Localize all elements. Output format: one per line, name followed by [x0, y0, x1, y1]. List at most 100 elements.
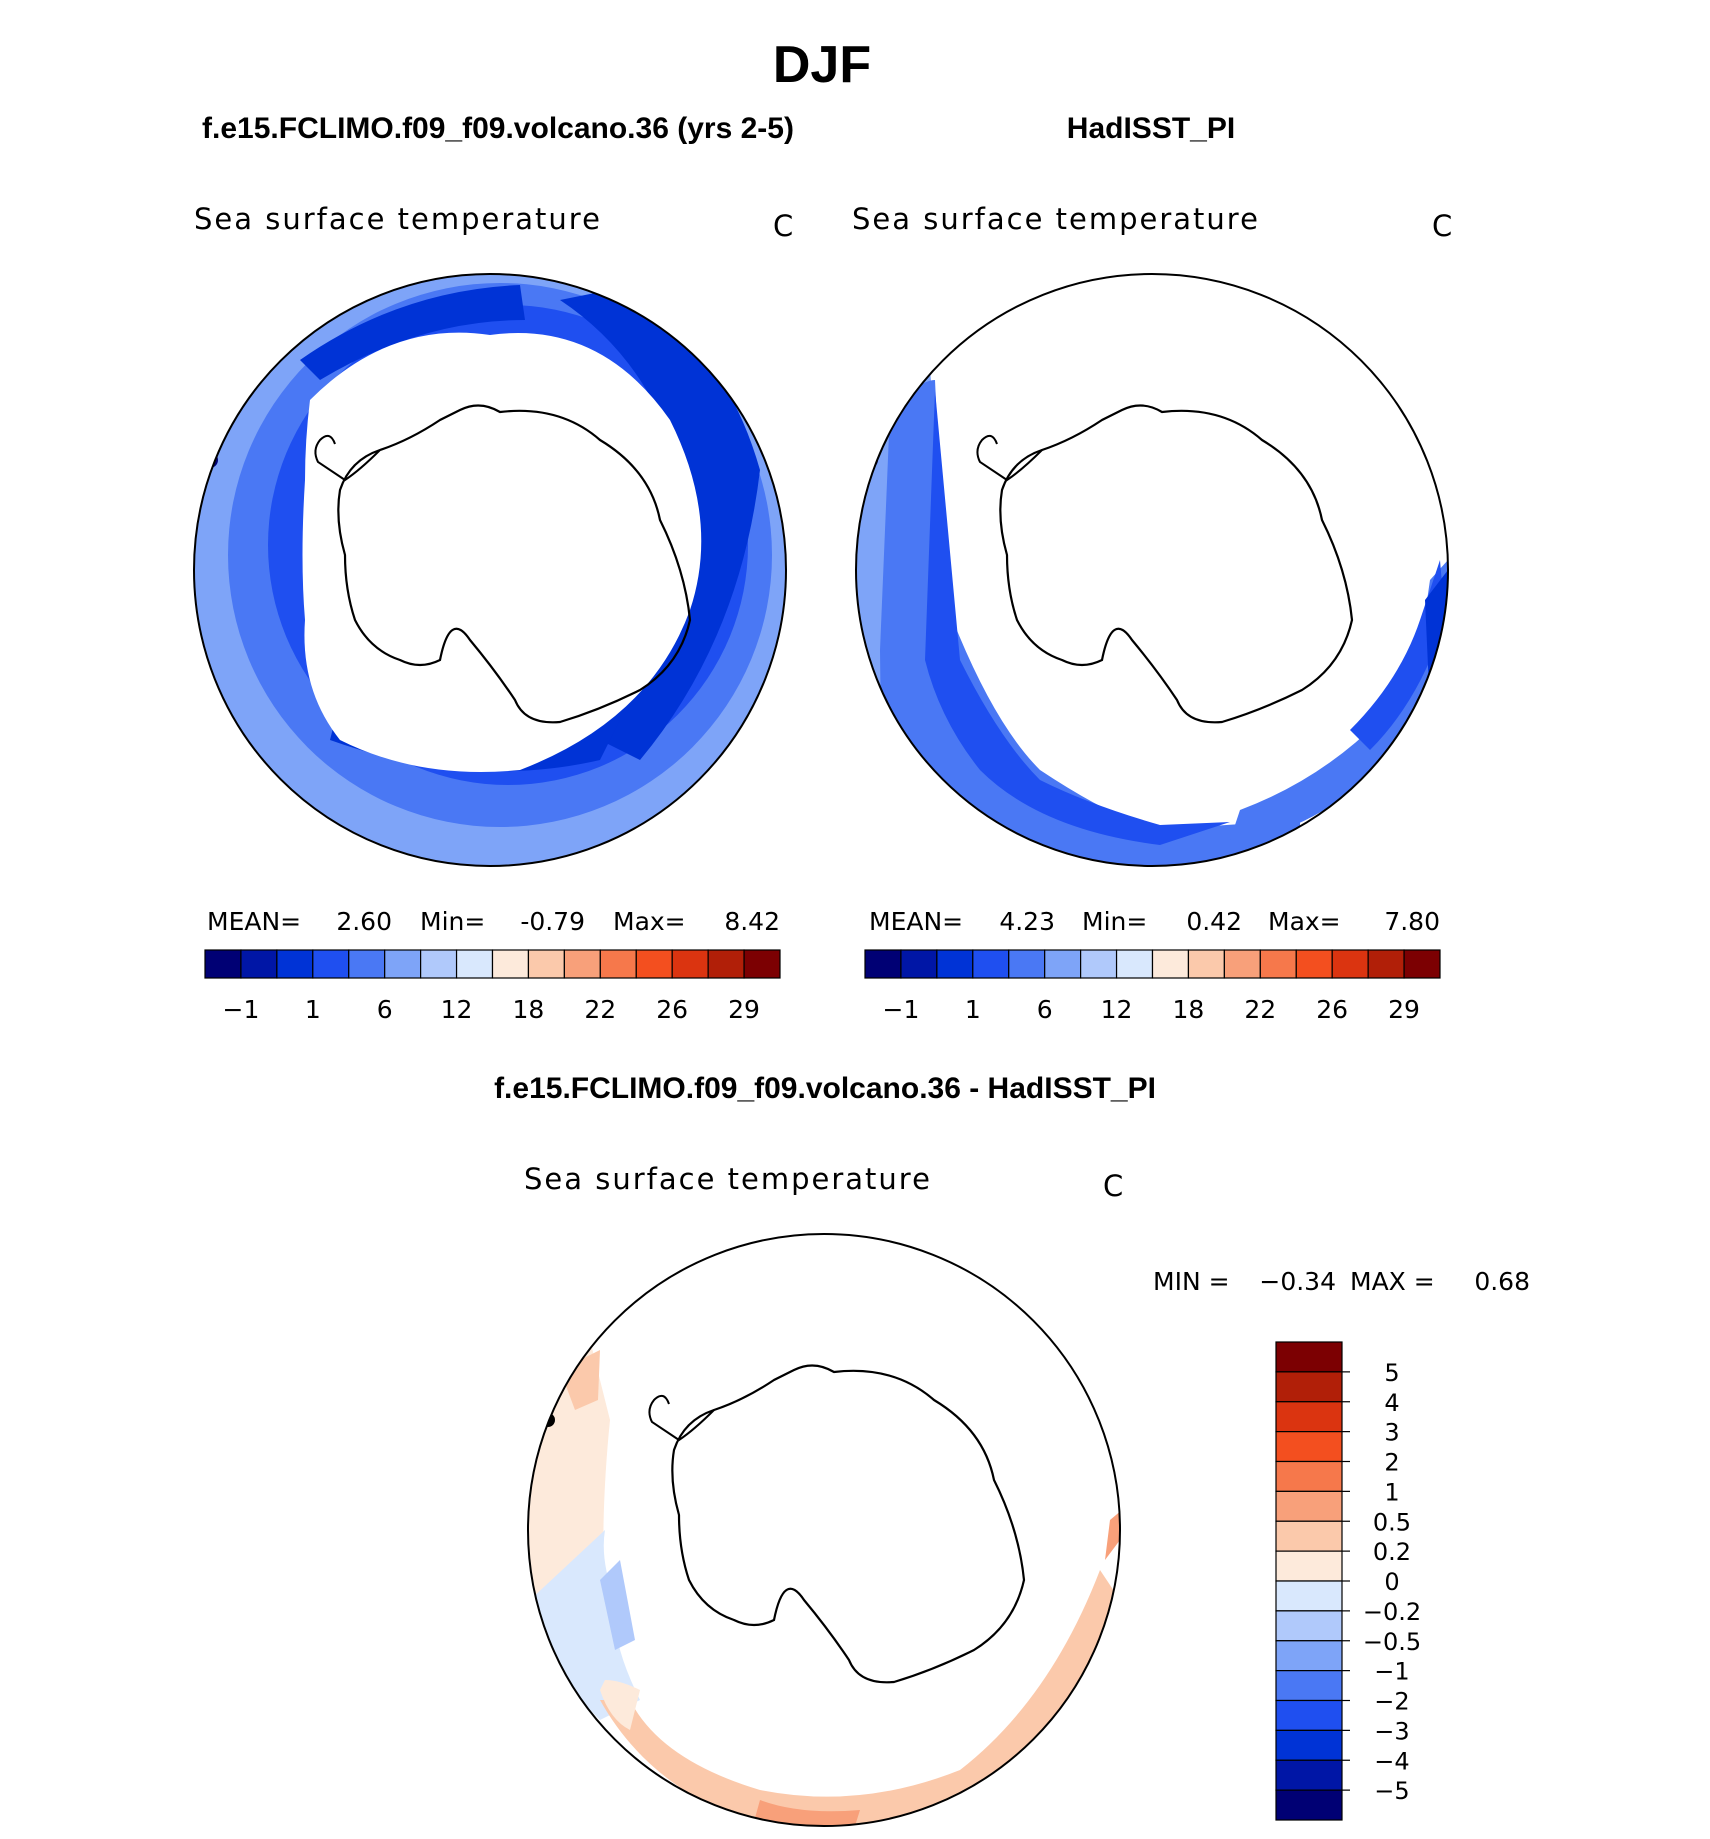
panel-obs-stats: MEAN= 4.23 Min= 0.42 Max= 7.80: [869, 907, 1440, 936]
panel-obs-max-value: 7.80: [1384, 907, 1440, 936]
panel-diff-colorbar-tick-label: −3: [1374, 1717, 1409, 1745]
panel-diff: f.e15.FCLIMO.f09_f09.volcano.36 - HadISS…: [494, 1072, 1530, 1827]
panel-model-colorbar-swatch: [671, 949, 709, 979]
panel-model-colorbar-swatch: [707, 949, 745, 979]
panel-model-stats: MEAN= 2.60 Min= -0.79 Max= 8.42: [207, 907, 780, 936]
panel-diff-map: [527, 1233, 1121, 1827]
panel-obs-colorbar-swatch: [1187, 949, 1225, 979]
panel-diff-colorbar-tick-label: 0.5: [1373, 1508, 1411, 1536]
panel-obs-colorbar-tick-label: 26: [1316, 995, 1348, 1024]
panel-model-colorbar-swatch: [455, 949, 494, 979]
panel-obs-colorbar-tick-label: 18: [1173, 995, 1205, 1024]
panel-diff-colorbar-tick-label: 3: [1384, 1419, 1399, 1447]
panel-obs-colorbar-tick-label: 29: [1388, 995, 1420, 1024]
panel-obs: HadISST_PI Sea surface temperature C MEA…: [852, 112, 1452, 1024]
panel-obs-colorbar-swatch: [900, 949, 938, 979]
panel-diff-colorbar-tick-label: 0.2: [1373, 1538, 1411, 1566]
panel-obs-colorbar-swatch: [1044, 949, 1082, 979]
panel-model-colorbar-swatch: [635, 949, 673, 979]
panel-obs-colorbar-swatch: [1008, 949, 1046, 979]
diff-east-strong: [1105, 1510, 1120, 1560]
panel-model-variable: Sea surface temperature: [194, 202, 602, 236]
panel-obs-mean-value: 4.23: [999, 907, 1055, 936]
antarctic-peninsula-obs: [976, 434, 1043, 482]
panel-diff-colorbar-swatch: [1275, 1490, 1343, 1522]
antarctic-peninsula-model: [314, 434, 381, 482]
panel-model-mean-label: MEAN=: [207, 907, 301, 936]
panel-diff-colorbar-tick-label: 5: [1384, 1359, 1399, 1387]
diff-south-light: [600, 1680, 640, 1730]
panel-diff-colorbar-swatch: [1275, 1729, 1343, 1761]
panel-obs-colorbar-tick-label: 12: [1101, 995, 1133, 1024]
panel-obs-units: C: [1432, 209, 1452, 243]
panel-diff-colorbar-tick-label: 2: [1384, 1449, 1399, 1477]
panel-diff-colorbar-tick-label: 1: [1384, 1478, 1399, 1506]
panel-obs-colorbar-tick-label: 22: [1244, 995, 1276, 1024]
panel-obs-map: [855, 273, 1449, 867]
panel-model-mean-value: 2.60: [336, 907, 392, 936]
panel-model-colorbar-tick-label: 18: [513, 995, 545, 1024]
panel-obs-colorbar-swatch: [1295, 949, 1333, 979]
panel-obs-colorbar-swatch: [1080, 949, 1118, 979]
panel-model-colorbar-swatch: [240, 949, 278, 979]
panel-model-colorbar-tick-label: 22: [584, 995, 616, 1024]
sst-band-east-inner: [1350, 560, 1445, 750]
panel-obs-title: HadISST_PI: [1067, 112, 1235, 145]
panel-obs-colorbar-swatch: [1223, 949, 1261, 979]
panel-obs-mean-label: MEAN=: [869, 907, 963, 936]
panel-model-colorbar-tick-label: 6: [377, 995, 393, 1024]
panel-model-min-label: Min=: [420, 907, 485, 936]
panel-obs-colorbar-swatch: [1367, 949, 1405, 979]
panel-obs-variable: Sea surface temperature: [852, 202, 1260, 236]
panel-obs-colorbar-swatch: [1151, 949, 1190, 979]
diff-west-negative: [530, 1530, 640, 1720]
panel-obs-max-label: Max=: [1268, 907, 1341, 936]
panel-diff-colorbar-swatch: [1275, 1460, 1343, 1492]
panel-diff-colorbar-tick-label: −4: [1374, 1747, 1409, 1775]
panel-diff-colorbar-tick-label: −0.5: [1363, 1628, 1421, 1656]
main-title: DJF: [773, 36, 871, 94]
panel-model-colorbar-swatch: [276, 949, 314, 979]
panel-model-colorbar-tick-label: −1: [223, 995, 260, 1024]
panel-obs-colorbar-swatch: [1115, 949, 1154, 979]
sst-band-cold-east: [560, 290, 760, 760]
panel-diff-colorbar-swatch: [1275, 1759, 1343, 1791]
panel-model: f.e15.FCLIMO.f09_f09.volcano.36 (yrs 2-5…: [193, 112, 794, 1024]
panel-diff-colorbar-swatch: [1275, 1401, 1343, 1433]
sst-band-cold-north: [300, 285, 525, 380]
panel-model-colorbar-tick-label: 12: [441, 995, 473, 1024]
antarctica-coast-model: [337, 404, 692, 724]
panel-diff-colorbar-tick-label: −2: [1374, 1688, 1409, 1716]
diff-south-positive: [600, 1570, 1120, 1826]
panel-diff-colorbar-swatch: [1275, 1341, 1343, 1373]
panel-model-map: [193, 273, 787, 867]
panel-diff-units: C: [1103, 1169, 1123, 1203]
antarctica-coast-obs: [999, 404, 1354, 724]
panel-diff-min-value: −0.34: [1259, 1267, 1336, 1296]
panel-model-colorbar-swatch: [348, 949, 386, 979]
panel-diff-max-label: MAX =: [1350, 1267, 1435, 1296]
panel-diff-colorbar-tick-label: 4: [1384, 1389, 1399, 1417]
panel-model-min-value: -0.79: [520, 907, 585, 936]
panel-diff-max-value: 0.68: [1474, 1267, 1530, 1296]
panel-model-colorbar-swatch: [420, 949, 458, 979]
panel-diff-colorbar-swatch: [1275, 1789, 1343, 1821]
antarctica-coast-diff: [671, 1364, 1026, 1684]
panel-diff-title: f.e15.FCLIMO.f09_f09.volcano.36 - HadISS…: [494, 1072, 1156, 1105]
panel-diff-colorbar-swatch: [1275, 1640, 1343, 1672]
panel-model-colorbar-tick-label: 1: [305, 995, 321, 1024]
panel-diff-colorbar-swatch: [1275, 1371, 1343, 1403]
panel-obs-colorbar-swatch: [864, 949, 902, 979]
panel-obs-colorbar-tick-label: 1: [965, 995, 981, 1024]
panel-obs-colorbar: −1 1 6 12 18 22 26 29: [864, 949, 1441, 1024]
panel-diff-colorbar-swatch: [1275, 1520, 1343, 1552]
panel-model-colorbar-swatch: [563, 949, 601, 979]
panel-model-colorbar: −1 1 6 12 18 22 26 29: [204, 949, 781, 1024]
panel-model-colorbar-tick-label: 26: [656, 995, 688, 1024]
panel-model-colorbar-swatch: [743, 949, 781, 979]
panel-model-title: f.e15.FCLIMO.f09_f09.volcano.36 (yrs 2-5…: [202, 112, 794, 145]
panel-obs-colorbar-tick-label: −1: [883, 995, 920, 1024]
panel-diff-colorbar-tick-label: −0.2: [1363, 1598, 1421, 1626]
